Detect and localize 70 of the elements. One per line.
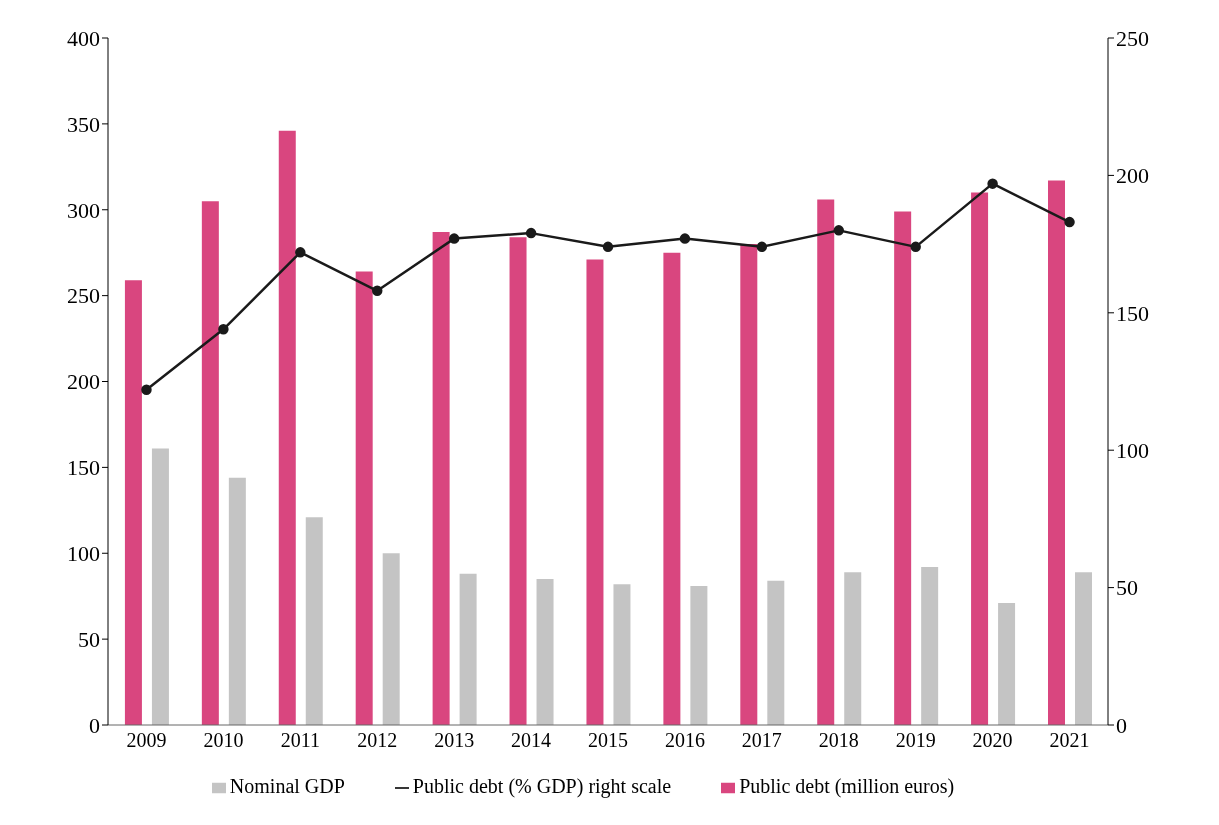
point [910, 241, 921, 253]
bar [151, 448, 169, 725]
y2-tick-label: 100 [1116, 438, 1149, 464]
point [371, 285, 383, 297]
bar [740, 244, 758, 725]
x-tick-label: 2015 [588, 729, 628, 752]
bar [382, 553, 400, 725]
x-tick-label: 2011 [280, 729, 320, 752]
y-tick-label: 300 [67, 197, 100, 223]
point [525, 227, 537, 239]
x-tick-label: 2014 [511, 729, 552, 752]
x-tick-label: 2016 [664, 729, 705, 752]
bar [844, 572, 862, 725]
bar [1075, 572, 1092, 725]
y2-tick-label: 0 [1116, 712, 1127, 738]
y2-tick-label: 250 [1116, 25, 1149, 51]
x-tick-label: 2009 [126, 729, 167, 752]
bar [613, 584, 631, 725]
bar [124, 280, 142, 725]
x-tick-label: 2013 [434, 729, 475, 752]
bar [278, 130, 296, 725]
bar [894, 211, 912, 725]
bar [459, 573, 477, 725]
bar [432, 232, 450, 725]
legend-label: Nominal GDP [229, 775, 345, 797]
bar [509, 237, 527, 725]
x-tick-label: 2017 [741, 729, 782, 752]
y-tick-label: 0 [89, 712, 100, 738]
point [833, 225, 845, 236]
y-tick-label: 100 [67, 541, 100, 567]
point [218, 324, 229, 335]
bar [355, 271, 373, 725]
bar [228, 477, 246, 725]
y2-tick-label: 150 [1116, 300, 1149, 326]
x-tick-label: 2010 [203, 729, 244, 752]
bar [690, 585, 708, 725]
y-tick-label: 250 [67, 283, 100, 309]
bar [536, 579, 554, 725]
bar [921, 566, 939, 725]
x-tick-label: 2019 [895, 729, 936, 752]
point [987, 178, 998, 189]
point [141, 384, 152, 395]
y2-tick-label: 50 [1116, 575, 1138, 601]
bar [767, 580, 785, 725]
y2-tick-label: 200 [1116, 163, 1149, 189]
x-tick-label: 2021 [1049, 729, 1090, 752]
point [1064, 216, 1075, 228]
bar [1048, 180, 1065, 725]
y-tick-label: 400 [67, 25, 100, 51]
bar [201, 201, 219, 725]
x-tick-label: 2020 [972, 729, 1013, 752]
bar [971, 192, 989, 725]
point [602, 241, 614, 253]
bar [998, 603, 1016, 725]
point [679, 233, 691, 244]
y-tick-label: 50 [78, 626, 100, 652]
bar [817, 199, 835, 725]
y-tick-label: 150 [67, 455, 100, 481]
point [756, 241, 768, 253]
point [448, 233, 460, 244]
bar [305, 517, 323, 725]
point [295, 247, 306, 258]
bar [663, 252, 681, 725]
x-tick-label: 2018 [818, 729, 859, 752]
x-tick-label: 2012 [357, 729, 398, 752]
y-tick-label: 200 [67, 369, 100, 395]
legend-label: Public debt (million euros) [739, 775, 955, 797]
legend-label: Public debt (% GDP) right scale [412, 775, 672, 797]
y-tick-label: 350 [67, 111, 100, 137]
bar [586, 259, 604, 725]
